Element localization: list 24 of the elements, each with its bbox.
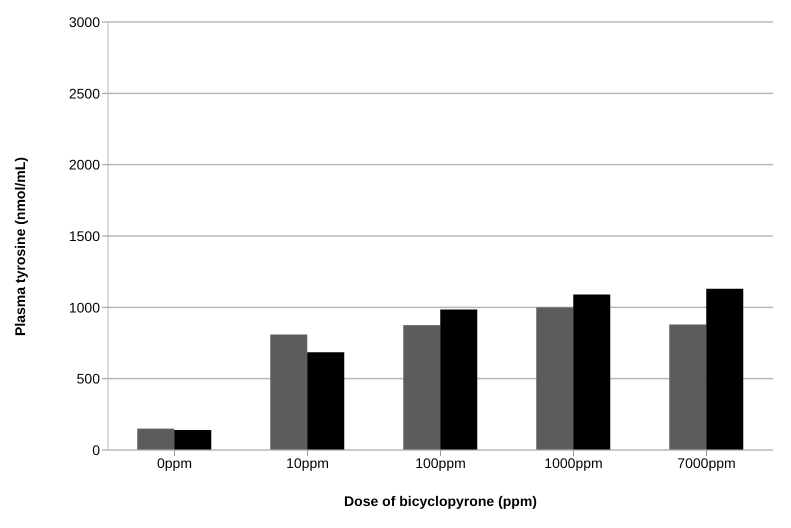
y-tick-label: 500 bbox=[76, 370, 100, 387]
y-tick-label: 3000 bbox=[68, 14, 100, 30]
bar bbox=[440, 309, 478, 450]
y-tick-label: 2000 bbox=[68, 156, 100, 173]
y-tick-label: 2500 bbox=[68, 85, 100, 102]
bar bbox=[307, 352, 344, 450]
bar bbox=[573, 294, 610, 450]
bar bbox=[270, 334, 308, 450]
x-tick-label: 10ppm bbox=[286, 454, 329, 471]
bar bbox=[137, 428, 174, 450]
x-axis-title: Dose of bicyclopyrone (ppm) bbox=[344, 493, 537, 509]
y-tick-label: 0 bbox=[92, 442, 100, 458]
x-tick-label: 7000ppm bbox=[677, 454, 736, 471]
bar bbox=[403, 325, 440, 450]
bar bbox=[536, 307, 574, 450]
bar bbox=[706, 288, 744, 450]
x-tick-label: 0ppm bbox=[156, 454, 192, 471]
bar bbox=[669, 324, 706, 450]
y-axis-title: Plasma tyrosine (nmol/mL) bbox=[12, 157, 28, 336]
bar bbox=[174, 430, 212, 450]
y-tick-label: 1500 bbox=[68, 228, 100, 244]
y-tick-label: 1000 bbox=[68, 299, 100, 316]
x-tick-label: 1000ppm bbox=[544, 454, 603, 471]
x-tick-label: 100ppm bbox=[415, 454, 466, 471]
